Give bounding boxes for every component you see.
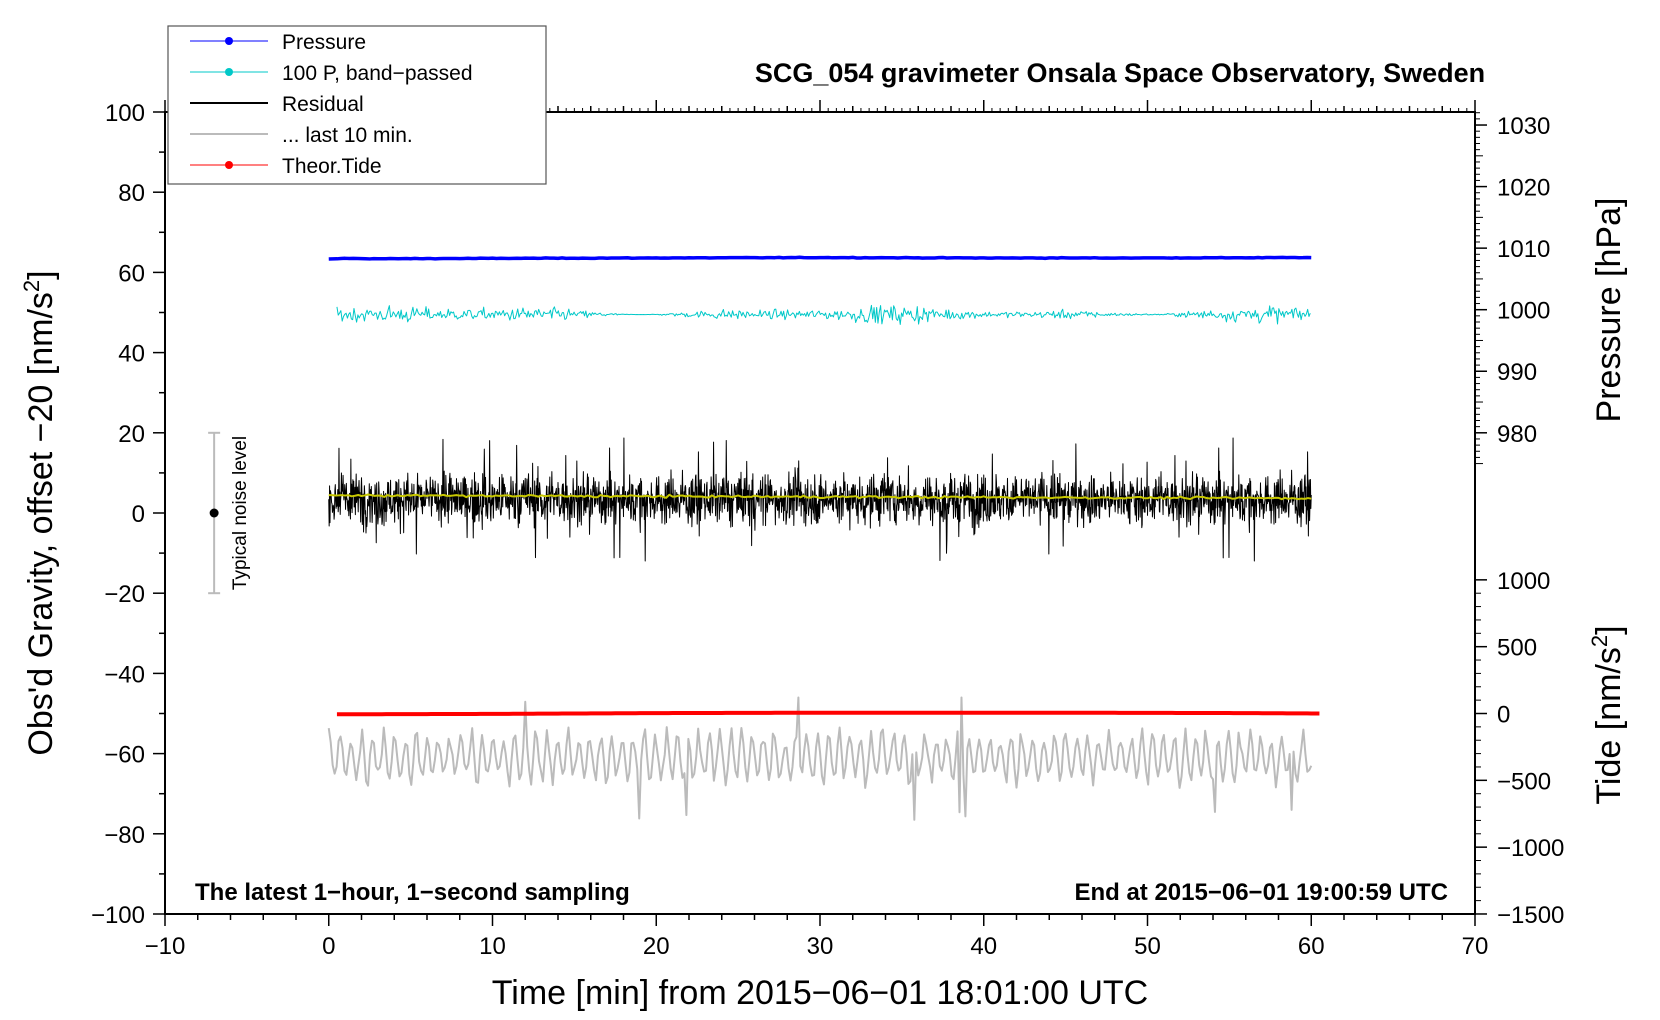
tide-tick-label: 1000 [1497, 568, 1550, 595]
legend-box [167, 25, 547, 185]
y-tick-label: 80 [118, 180, 145, 207]
x-tick-label: 30 [807, 933, 834, 960]
x-tick-label: 50 [1134, 933, 1161, 960]
pressure-tick-label: 1010 [1497, 236, 1550, 263]
y-tick-label: 100 [105, 100, 145, 127]
noise-bar-label: Typical noise level [230, 436, 251, 590]
y-axis-title-tide-main: Tide [nm/s [1590, 647, 1628, 804]
tide-tick-label: −500 [1497, 768, 1551, 795]
y-tick-label: −80 [104, 822, 145, 849]
series-last-10-min [327, 696, 1313, 821]
series-theor-tide [336, 710, 1320, 717]
y-axis-title-left: Obs'd Gravity, offset −20 [nm/s2] [19, 270, 60, 755]
y-tick-label: −40 [104, 661, 145, 688]
legend-label: Residual [282, 93, 364, 116]
y-axis-title-left-sup: 2 [19, 280, 44, 292]
pressure-tick-label: 1000 [1497, 298, 1550, 325]
bottom-left-note: The latest 1−hour, 1−second sampling [195, 879, 630, 906]
legend-label: 100 P, band−passed [282, 62, 473, 85]
tide-tick-label: −1000 [1497, 835, 1564, 862]
y-axis-title-tide: Tide [nm/s2] [1587, 625, 1628, 804]
pressure-tick-label: 990 [1497, 359, 1537, 386]
y-axis-title-pressure: Pressure [hPa] [1590, 198, 1628, 423]
chart-title: SCG_054 gravimeter Onsala Space Observat… [755, 58, 1485, 88]
noise-bar-center-dot [209, 508, 219, 518]
y-tick-label: 60 [118, 260, 145, 287]
y-tick-label: 40 [118, 341, 145, 368]
pressure-tick-label: 1020 [1497, 175, 1550, 202]
bottom-right-note: End at 2015−06−01 19:00:59 UTC [1074, 879, 1448, 906]
y-axis-title-left-main: Obs'd Gravity, offset −20 [nm/s [22, 292, 60, 755]
y-tick-label: 0 [132, 501, 145, 528]
x-axis-title: Time [min] from 2015−06−01 18:01:00 UTC [492, 974, 1148, 1012]
x-tick-label: 60 [1298, 933, 1325, 960]
x-tick-label: 20 [643, 933, 670, 960]
legend-label: ... last 10 min. [282, 124, 413, 147]
x-tick-label: 40 [970, 933, 997, 960]
x-tick-label: 70 [1462, 933, 1489, 960]
typical-noise-bar: Typical noise level [208, 431, 251, 595]
y-tick-label: −60 [104, 742, 145, 769]
x-tick-label: 0 [322, 933, 335, 960]
pressure-tick-label: 1030 [1497, 113, 1550, 140]
series-pressure-bandpassed [336, 304, 1311, 325]
x-tick-label: −10 [145, 933, 186, 960]
y-tick-label: 20 [118, 421, 145, 448]
series-layer [327, 255, 1320, 821]
tide-tick-label: 0 [1497, 702, 1510, 729]
x-tick-label: 10 [479, 933, 506, 960]
legend-label: Theor.Tide [282, 155, 382, 178]
tide-tick-label: 500 [1497, 635, 1537, 662]
series-residual-smoothed [328, 493, 1312, 501]
y-tick-label: −100 [91, 902, 145, 929]
series-residual [328, 437, 1312, 562]
legend-entries: Pressure 100 P, band−passed Residual ... la… [190, 31, 473, 178]
legend-marker [225, 161, 233, 169]
series-pressure [328, 255, 1312, 261]
legend-marker [225, 37, 233, 45]
y-tick-label: −20 [104, 581, 145, 608]
y-axis-title-tide-end: ] [1590, 625, 1628, 634]
pressure-tick-label: 980 [1497, 421, 1537, 448]
y-axis-title-left-end: ] [22, 270, 60, 279]
tide-tick-label: −1500 [1497, 902, 1564, 929]
tick-labels: −10 0 10 20 30 40 50 60 70−100−80−60−40−20020406… [91, 100, 1564, 960]
y-axis-title-tide-sup: 2 [1587, 635, 1612, 647]
legend-label: Pressure [282, 31, 366, 54]
legend: Pressure 100 P, band−passed Residual ... la… [167, 25, 547, 185]
legend-marker [225, 68, 233, 76]
